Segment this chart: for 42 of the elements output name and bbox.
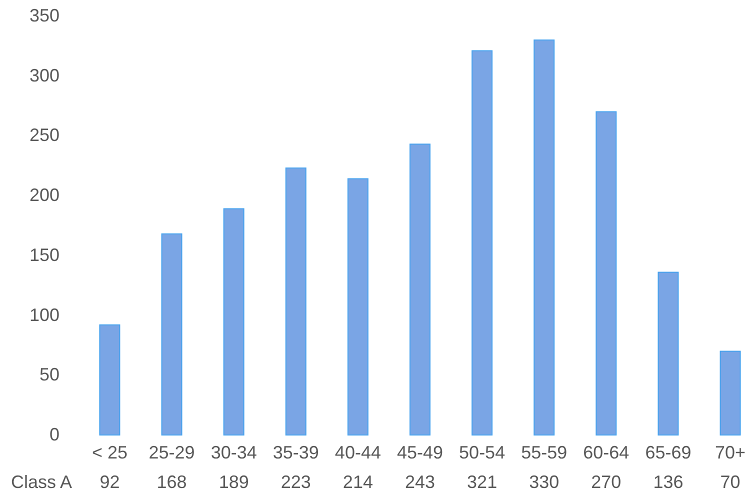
x-tick-label: 55-59 [521,442,568,462]
data-label: 70 [720,472,740,492]
x-tick-label: 65-69 [645,442,692,462]
x-tick-label: 30-34 [210,442,257,462]
y-tick-label: 350 [29,6,60,26]
y-tick-label: 50 [39,364,60,385]
x-tick-label: 25-29 [148,442,195,462]
x-tick-label: 40-44 [334,442,381,462]
data-label: 136 [653,472,684,492]
data-label: 270 [591,472,622,492]
x-tick-label: 35-39 [272,442,319,462]
data-label: 189 [218,472,249,492]
y-tick-label: 0 [49,424,60,444]
x-tick-label: < 25 [92,442,128,462]
y-tick-label: 300 [29,65,60,86]
bar [161,233,182,436]
bar [223,208,244,436]
x-tick-label: 45-49 [396,442,444,462]
data-label: 243 [404,472,436,492]
data-label: 223 [280,472,311,492]
data-label: 168 [156,472,187,492]
data-label: 92 [100,472,120,492]
bar [720,350,741,436]
bar [285,168,306,436]
data-label: 330 [529,472,560,492]
bar [534,39,555,436]
bar [410,144,430,436]
y-tick-label: 250 [29,125,60,146]
x-tick-label: 70+ [715,442,746,462]
data-label: 321 [467,472,498,492]
bar [596,111,617,436]
bar [99,324,120,436]
y-tick-label: 200 [29,185,60,206]
bar [472,50,493,436]
text: Class A [11,472,72,492]
bar [658,272,679,436]
x-tick-label: 60-64 [583,442,630,462]
y-tick-label: 100 [29,304,60,325]
data-label: 214 [342,472,373,492]
bar [347,178,368,436]
x-tick-label: 50-54 [459,442,506,462]
y-tick-label: 150 [29,244,60,265]
